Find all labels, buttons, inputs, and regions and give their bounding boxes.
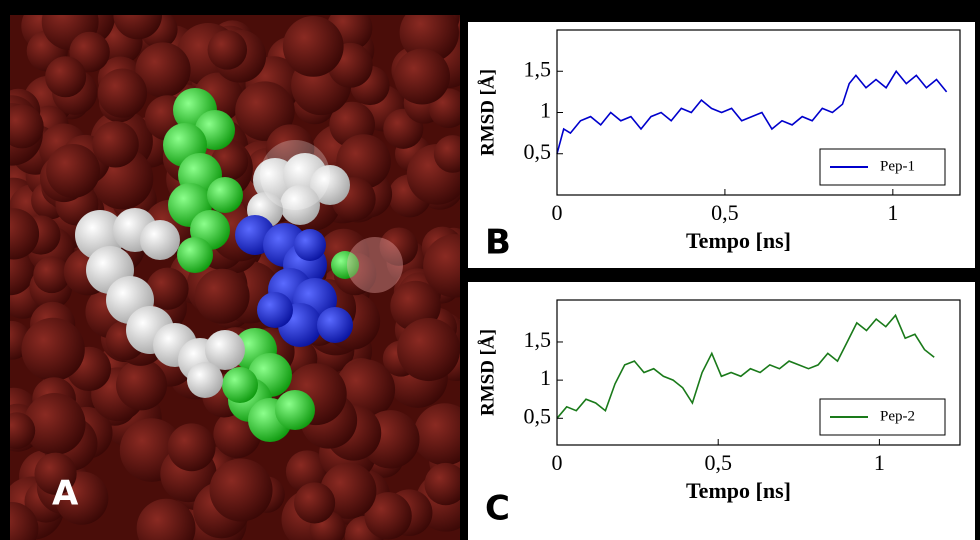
y-tick-label: 0,5 <box>524 139 552 164</box>
y-tick-label: 1,5 <box>524 327 552 352</box>
y-axis-label: RMSD [Å] <box>477 69 498 156</box>
panel-label: A <box>52 474 79 514</box>
sphere <box>177 237 213 273</box>
y-axis-label: RMSD [Å] <box>477 329 498 416</box>
x-tick-label: 1 <box>874 450 885 475</box>
sphere <box>423 234 460 298</box>
y-tick-label: 0,5 <box>524 403 552 428</box>
sphere <box>23 393 86 455</box>
sphere <box>397 318 460 382</box>
plot-frame <box>556 299 961 446</box>
x-axis-label: Tempo [ns] <box>686 228 791 253</box>
sphere <box>207 177 243 213</box>
sphere <box>187 362 223 398</box>
sphere <box>285 450 329 493</box>
sphere <box>97 68 148 118</box>
sphere <box>331 251 359 279</box>
sphere <box>21 317 85 382</box>
y-tick-label: 1,5 <box>524 56 552 81</box>
sphere <box>424 462 460 506</box>
sphere <box>394 48 451 105</box>
x-tick-label: 1 <box>887 200 898 225</box>
sphere <box>336 134 391 189</box>
sphere <box>433 135 460 173</box>
x-tick-label: 0 <box>552 200 563 225</box>
sphere <box>34 452 77 495</box>
sphere <box>282 16 344 77</box>
sphere <box>257 292 293 328</box>
sphere <box>275 390 315 430</box>
sphere <box>10 104 44 149</box>
sphere <box>10 501 39 540</box>
sphere <box>207 30 248 70</box>
sphere <box>113 15 163 40</box>
sphere <box>294 482 336 524</box>
legend-label: Pep-2 <box>880 408 915 424</box>
sphere <box>235 81 295 141</box>
legend-label: Pep-1 <box>880 158 915 174</box>
panel-background <box>468 22 975 268</box>
sphere <box>116 359 168 411</box>
sphere <box>33 256 71 294</box>
sphere <box>347 237 403 293</box>
sphere <box>136 498 196 540</box>
sphere <box>45 56 87 98</box>
y-tick-label: 1 <box>540 98 551 123</box>
sphere <box>146 267 189 310</box>
panel-label: B <box>485 223 511 263</box>
sphere <box>167 423 216 472</box>
sphere <box>10 208 40 260</box>
sphere <box>260 140 330 210</box>
data-line <box>556 313 935 419</box>
sphere <box>135 42 191 98</box>
sphere <box>294 229 326 261</box>
sphere <box>310 165 350 205</box>
sphere <box>209 458 273 522</box>
sphere <box>46 143 101 198</box>
sphere <box>413 403 460 466</box>
sphere <box>205 330 245 370</box>
x-tick-label: 0 <box>552 450 563 475</box>
sphere <box>10 412 36 449</box>
sphere <box>364 492 412 540</box>
sphere <box>140 220 180 260</box>
sphere <box>317 307 353 343</box>
sphere <box>379 227 418 266</box>
panel-label: C <box>485 489 510 529</box>
data-line <box>556 69 948 155</box>
sphere <box>222 367 258 403</box>
x-axis-label: Tempo [ns] <box>686 478 791 503</box>
y-tick-label: 1 <box>540 365 551 390</box>
x-tick-label: 0,5 <box>711 200 739 225</box>
sphere <box>194 268 250 324</box>
x-tick-label: 0,5 <box>704 450 732 475</box>
sphere <box>280 185 320 225</box>
molecule-render <box>10 15 460 540</box>
sphere <box>92 121 139 168</box>
